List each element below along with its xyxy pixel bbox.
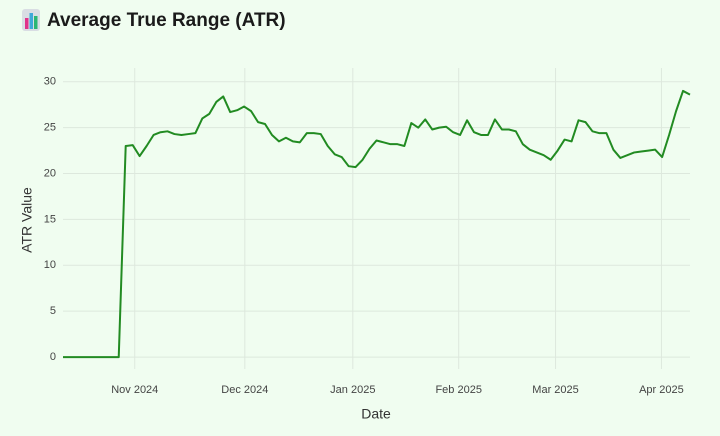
y-tick-label: 10 bbox=[44, 259, 56, 271]
line bbox=[63, 89, 691, 359]
x-tick-label: Mar 2025 bbox=[532, 384, 578, 396]
x-tick-label: Feb 2025 bbox=[435, 384, 481, 396]
y-tick-label: 25 bbox=[44, 122, 56, 134]
y-tick-label: 20 bbox=[44, 167, 56, 179]
x-tick-label: Dec 2024 bbox=[221, 384, 268, 396]
x-axis-label: Date bbox=[361, 406, 391, 422]
x-tick-label: Jan 2025 bbox=[330, 384, 375, 396]
y-tick-label: 0 bbox=[50, 351, 56, 363]
x-tick-label: Apr 2025 bbox=[639, 384, 684, 396]
y-axis-label: ATR Value bbox=[19, 187, 35, 253]
y-tick-label: 15 bbox=[44, 213, 56, 225]
chart-title: Average True Range (ATR) bbox=[47, 10, 286, 31]
y-tick-label: 30 bbox=[44, 76, 56, 88]
x-tick-label: Nov 2024 bbox=[111, 384, 158, 396]
y-tick-label: 5 bbox=[50, 305, 56, 317]
title-icon bbox=[22, 9, 40, 31]
